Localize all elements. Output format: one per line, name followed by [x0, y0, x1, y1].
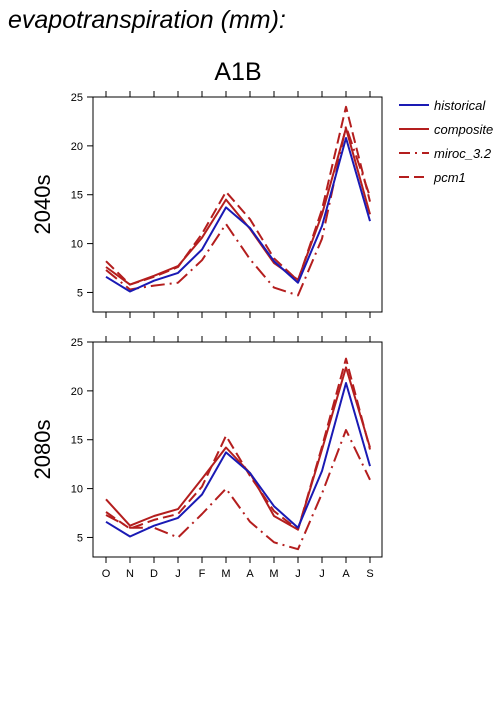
- series-line-historical: [105, 382, 371, 538]
- x-tick-label: A: [246, 568, 254, 580]
- x-tick-label: S: [366, 568, 373, 580]
- panel-label: 2040s: [30, 175, 55, 235]
- x-tick-label: F: [199, 568, 206, 580]
- y-tick-label: 10: [71, 239, 83, 251]
- series-line-pcm1: [105, 357, 371, 531]
- y-tick-label: 25: [71, 92, 83, 104]
- panel-label: 2080s: [30, 420, 55, 480]
- x-tick-label: J: [175, 568, 181, 580]
- plot-frame: [92, 341, 383, 558]
- series-line-miroc_3.2: [105, 429, 371, 551]
- series-line-pcm1: [105, 105, 371, 286]
- panel-2040s: 5 10 15 20 25 2040s: [30, 91, 383, 318]
- y-tick-label: 25: [71, 337, 83, 349]
- legend-label: historical: [434, 98, 486, 113]
- panel-2080s: 5 10 15 20 25 O N D J F M A M J J A S 2080s: [30, 336, 383, 580]
- y-tick-label: 20: [71, 386, 83, 398]
- y-tick-label: 15: [71, 435, 83, 447]
- y-tick-label: 10: [71, 484, 83, 496]
- x-tick-label: M: [269, 568, 278, 580]
- y-tick-label: 5: [77, 287, 83, 299]
- legend-label: miroc_3.2: [434, 146, 492, 161]
- series-line-miroc_3.2: [105, 125, 371, 297]
- page-title: evapotranspiration (mm):: [8, 6, 286, 34]
- x-tick-label: J: [295, 568, 301, 580]
- x-tick-label: D: [150, 568, 158, 580]
- legend-label: pcm1: [433, 170, 466, 185]
- y-tick-label: 20: [71, 141, 83, 153]
- x-tick-label: M: [221, 568, 230, 580]
- x-tick-label: J: [319, 568, 325, 580]
- series-line-composite: [105, 366, 371, 531]
- y-tick-label: 5: [77, 532, 83, 544]
- x-tick-label: O: [102, 568, 111, 580]
- scenario-title: A1B: [214, 58, 262, 86]
- y-tick-label: 15: [71, 190, 83, 202]
- x-tick-label: A: [342, 568, 350, 580]
- x-tick-label: N: [126, 568, 134, 580]
- legend-label: composite: [434, 122, 493, 137]
- legend: historical composite miroc_3.2 pcm1: [399, 98, 493, 185]
- series-line-historical: [105, 137, 371, 293]
- plot-frame: [92, 96, 383, 313]
